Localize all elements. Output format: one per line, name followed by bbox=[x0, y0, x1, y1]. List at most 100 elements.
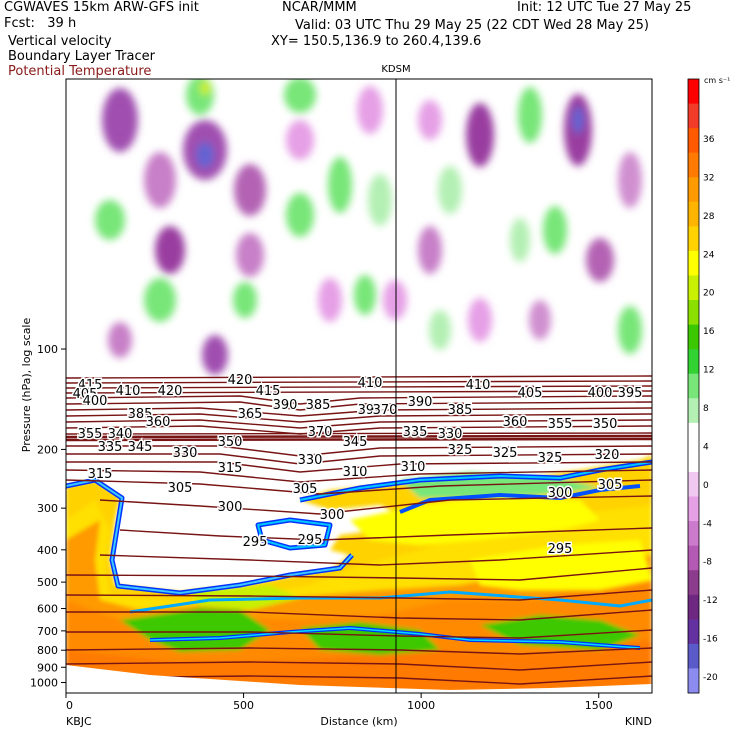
forecast-hour: Fcst: 39 h bbox=[4, 16, 77, 31]
field-boundary-layer-tracer: Boundary Layer Tracer bbox=[8, 49, 155, 64]
theta-label: 410 bbox=[116, 384, 141, 399]
x-axis-label: Distance (km) bbox=[320, 715, 397, 728]
colorbar-label: 16 bbox=[703, 327, 715, 337]
theta-label: 325 bbox=[493, 446, 518, 461]
colorbar-swatch bbox=[688, 275, 699, 301]
theta-label: 300 bbox=[320, 508, 345, 523]
theta-label: 305 bbox=[168, 481, 193, 496]
colorbar-label: 8 bbox=[703, 404, 709, 414]
theta-label: 335 bbox=[98, 440, 123, 455]
cross-section-endpoints: XY= 150.5,136.9 to 260.4,139.6 bbox=[271, 34, 482, 49]
theta-label: 325 bbox=[448, 443, 473, 458]
theta-contours bbox=[66, 375, 652, 685]
colorbar-swatch bbox=[688, 349, 699, 375]
theta-label: 385 bbox=[448, 403, 473, 418]
theta-label: 410 bbox=[358, 376, 383, 391]
colorbar-swatch bbox=[688, 398, 699, 424]
theta-label: 310 bbox=[401, 460, 426, 475]
colorbar: 36 32 28 24 20 16 12 8 4 0 -4 -8 -12 -16 -20 bbox=[687, 78, 718, 694]
colorbar-label: -12 bbox=[703, 596, 718, 606]
colorbar-swatch bbox=[688, 226, 699, 252]
colorbar-swatch bbox=[688, 594, 699, 620]
x-axis: 0 500 1000 1500 bbox=[65, 693, 613, 712]
terrain-mask bbox=[66, 665, 652, 693]
y-tick-label: 100 bbox=[37, 343, 58, 356]
init-time: Init: 12 UTC Tue 27 May 25 bbox=[517, 0, 692, 15]
theta-label: 355 bbox=[78, 427, 103, 442]
colorbar-label: 28 bbox=[703, 212, 715, 222]
colorbar-swatch bbox=[688, 619, 699, 645]
theta-label: 310 bbox=[343, 465, 368, 480]
theta-label: 345 bbox=[343, 435, 368, 450]
theta-label: 315 bbox=[218, 461, 243, 476]
right-station-label: KIND bbox=[625, 715, 652, 728]
theta-label: 385 bbox=[306, 398, 331, 413]
theta-label: 360 bbox=[503, 415, 528, 430]
theta-label: 335 bbox=[403, 425, 428, 440]
theta-label: 300 bbox=[548, 486, 573, 501]
plot-frame bbox=[65, 78, 653, 694]
theta-label: 400 bbox=[83, 394, 108, 409]
theta-label: 295 bbox=[243, 535, 268, 550]
colorbar-label: -8 bbox=[703, 558, 712, 568]
y-tick-label: 800 bbox=[37, 644, 58, 657]
colorbar-label: -16 bbox=[703, 635, 718, 645]
colorbar-swatch bbox=[688, 177, 699, 203]
theta-label: 305 bbox=[598, 478, 623, 493]
theta-label: 420 bbox=[158, 384, 183, 399]
y-tick-label: 900 bbox=[37, 661, 58, 674]
x-tick-label: 1500 bbox=[585, 699, 613, 712]
theta-label: 410 bbox=[466, 378, 491, 393]
theta-label: 345 bbox=[128, 440, 153, 455]
theta-label: 350 bbox=[593, 417, 618, 432]
y-tick-label: 600 bbox=[37, 603, 58, 616]
colorbar-swatch bbox=[688, 79, 699, 105]
theta-label: 370 bbox=[373, 403, 398, 418]
colorbar-label: 12 bbox=[703, 366, 714, 376]
theta-label: 370 bbox=[308, 425, 333, 440]
y-tick-label: 300 bbox=[37, 502, 58, 515]
theta-label: 320 bbox=[595, 448, 620, 463]
theta-label: 315 bbox=[88, 467, 113, 482]
field-potential-temperature: Potential Temperature bbox=[8, 64, 152, 79]
colorbar-label: 4 bbox=[703, 442, 709, 452]
colorbar-swatch bbox=[688, 570, 699, 596]
y-tick-label: 700 bbox=[37, 625, 58, 638]
colorbar-label: -20 bbox=[703, 673, 718, 683]
colorbar-swatch bbox=[688, 521, 699, 547]
theta-label: 400 bbox=[588, 386, 613, 401]
colorbar-swatch bbox=[688, 545, 699, 571]
valid-time: Valid: 03 UTC Thu 29 May 25 (22 CDT Wed … bbox=[295, 18, 650, 33]
x-tick-label: 1000 bbox=[407, 699, 435, 712]
colorbar-swatch bbox=[688, 103, 699, 129]
y-tick-label: 200 bbox=[37, 443, 58, 456]
theta-label: 330 bbox=[173, 446, 198, 461]
theta-label: 325 bbox=[538, 451, 563, 466]
colorbar-label: 24 bbox=[703, 250, 715, 260]
colorbar-swatch bbox=[688, 201, 699, 227]
theta-label: 390 bbox=[408, 395, 433, 410]
kdsm-label: KDSM bbox=[381, 64, 410, 75]
colorbar-label: 36 bbox=[703, 135, 715, 145]
colorbar-swatch bbox=[688, 373, 699, 399]
y-tick-label: 1000 bbox=[30, 677, 58, 690]
colorbar-swatch bbox=[688, 496, 699, 522]
theta-label: 305 bbox=[293, 482, 318, 497]
theta-label: 350 bbox=[218, 435, 243, 450]
theta-label: 365 bbox=[238, 407, 263, 422]
theta-label: 395 bbox=[358, 403, 383, 418]
colorbar-swatch bbox=[688, 300, 699, 326]
theta-label: 295 bbox=[548, 542, 573, 557]
y-tick-label: 500 bbox=[37, 576, 58, 589]
theta-label: 405 bbox=[73, 387, 98, 402]
colorbar-swatch bbox=[688, 471, 699, 498]
theta-label: 390 bbox=[273, 398, 298, 413]
theta-label: 395 bbox=[618, 386, 643, 401]
colorbar-swatch bbox=[688, 447, 699, 473]
theta-label: 355 bbox=[548, 417, 573, 432]
x-tick-label: 500 bbox=[233, 699, 254, 712]
theta-label: 415 bbox=[78, 378, 103, 393]
colorbar-swatch bbox=[688, 668, 699, 694]
